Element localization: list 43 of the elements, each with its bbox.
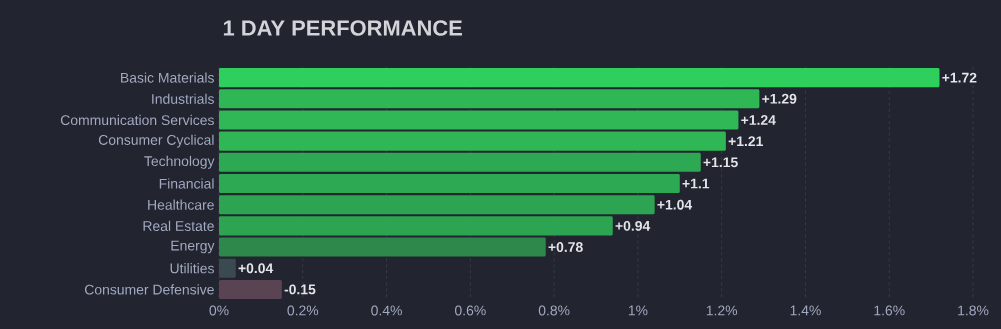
data-label: +1.04 — [657, 199, 693, 210]
bar — [219, 110, 739, 130]
x-tick-label: 1.4% — [790, 305, 821, 316]
data-label: +1.1 — [682, 178, 710, 189]
x-tick-label: 1.8% — [958, 305, 989, 316]
data-label: +1.72 — [942, 72, 977, 83]
bar — [219, 89, 760, 109]
bar — [219, 216, 613, 236]
data-label: +1.21 — [728, 136, 763, 147]
y-tick-label: Consumer Cyclical — [98, 134, 214, 148]
data-label: +0.78 — [548, 242, 583, 252]
y-tick-label: Energy — [171, 240, 215, 254]
bar — [219, 195, 655, 215]
x-tick-label: 0.8% — [538, 305, 570, 316]
y-tick-label: Industrials — [152, 93, 214, 104]
data-label: -0.15 — [284, 284, 316, 295]
x-tick-label: 0.4% — [371, 305, 402, 316]
data-label: +1.29 — [762, 93, 797, 104]
data-label: +1.15 — [703, 157, 738, 168]
y-tick-label: Technology — [144, 155, 215, 169]
y-tick-label: Utilities — [170, 263, 214, 274]
x-tick-label: 0.6% — [454, 305, 486, 316]
y-tick-label: Basic Materials — [121, 72, 214, 83]
y-tick-label: Communication Services — [60, 114, 214, 126]
bar — [219, 68, 940, 88]
x-tick-label: 0.2% — [287, 305, 319, 316]
y-tick-label: Financial — [159, 178, 214, 189]
y-tick-label: Real Estate — [143, 220, 214, 231]
data-label: +0.04 — [238, 263, 274, 274]
bar — [219, 152, 701, 172]
data-label: +0.94 — [615, 220, 651, 231]
x-tick-label: 1.6% — [874, 305, 905, 316]
bar — [219, 279, 282, 299]
bar — [219, 237, 546, 257]
x-tick-label: 0% — [209, 305, 229, 316]
x-tick-label: 1.2% — [706, 305, 738, 316]
y-tick-label: Healthcare — [148, 199, 214, 210]
data-label: +1.24 — [741, 115, 776, 125]
bar — [219, 131, 726, 151]
bar — [219, 173, 680, 194]
y-tick-label: Consumer Defensive — [84, 284, 214, 295]
x-tick-label: 1% — [628, 305, 648, 316]
chart-title: 1 DAY PERFORMANCE — [223, 20, 462, 36]
